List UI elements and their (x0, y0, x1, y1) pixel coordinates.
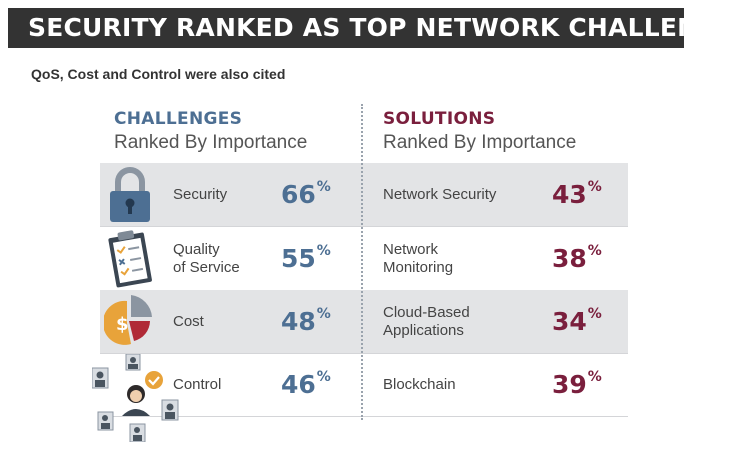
solutions-subheading: Ranked By Importance (383, 132, 577, 153)
challenge-value-number: 48 (281, 307, 316, 336)
solution-value-number: 39 (552, 370, 587, 399)
solution-value-number: 34 (552, 307, 587, 336)
challenge-value-number: 55 (281, 244, 316, 273)
row-band-1 (100, 163, 628, 226)
solutions-heading: SOLUTIONS (383, 109, 496, 129)
challenges-heading: CHALLENGES (114, 109, 243, 129)
people-network-icon (92, 354, 179, 442)
column-divider (361, 104, 363, 420)
percent-sign: % (587, 305, 602, 322)
row-separator (100, 416, 628, 417)
challenge-value: 48% (281, 290, 331, 353)
challenges-subheading: Ranked By Importance (114, 132, 308, 153)
challenge-value: 55% (281, 227, 331, 290)
dollar-pie-icon: $ (104, 295, 152, 345)
challenge-label: Security (173, 185, 228, 203)
solution-value-number: 38 (552, 244, 587, 273)
challenge-value-number: 66 (281, 180, 316, 209)
row-band-3 (100, 290, 628, 353)
percent-sign: % (316, 368, 331, 385)
solution-value: 43% (552, 163, 602, 226)
percent-sign: % (587, 178, 602, 195)
solutions-header: SOLUTIONS Ranked By Importance (383, 108, 576, 156)
padlock-icon (110, 167, 150, 222)
challenge-label: Cost (173, 312, 204, 330)
row-separator (100, 226, 628, 227)
solution-label: Blockchain (383, 375, 456, 393)
solution-value: 38% (552, 227, 602, 290)
percent-sign: % (316, 305, 331, 322)
clipboard-checklist-icon (108, 230, 152, 288)
challenge-label: Quality of Service (173, 240, 240, 276)
row-separator (100, 353, 628, 354)
challenge-value-number: 46 (281, 370, 316, 399)
percent-sign: % (316, 242, 331, 259)
solution-label: Cloud-Based Applications (383, 303, 470, 339)
solution-value: 39% (552, 353, 602, 416)
solution-value: 34% (552, 290, 602, 353)
challenge-value: 46% (281, 353, 331, 416)
challenge-label: Control (173, 375, 222, 393)
challenges-header: CHALLENGES Ranked By Importance (114, 108, 307, 156)
percent-sign: % (316, 178, 331, 195)
solution-value-number: 43 (552, 180, 587, 209)
percent-sign: % (587, 242, 602, 259)
page-title: SECURITY RANKED AS TOP NETWORK CHALLENGE (8, 8, 684, 48)
percent-sign: % (587, 368, 602, 385)
subtitle: QoS, Cost and Control were also cited (31, 66, 286, 82)
solution-label: Network Monitoring (383, 240, 454, 276)
svg-text:$: $ (116, 314, 129, 335)
challenge-value: 66% (281, 163, 331, 226)
solution-label: Network Security (383, 185, 497, 203)
